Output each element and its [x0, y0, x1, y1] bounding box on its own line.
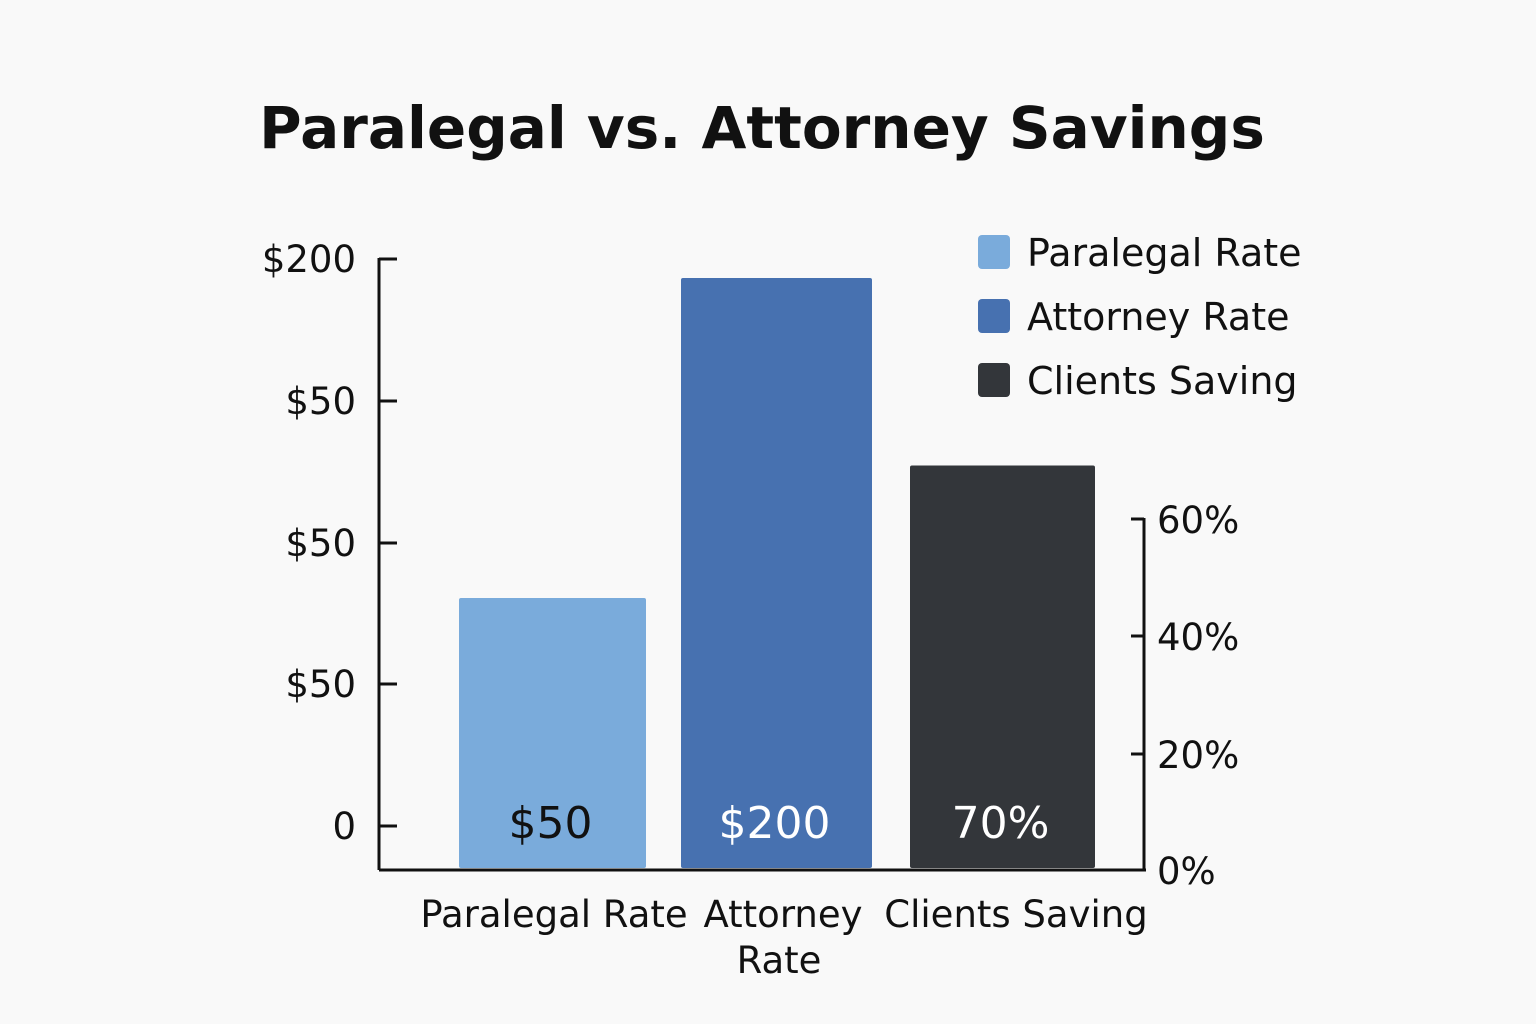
right-tick-label: 20%: [1157, 734, 1239, 777]
data-label-attorney-rate: $200: [719, 798, 831, 849]
legend-label: Clients Saving: [1027, 359, 1298, 403]
legend: Paralegal Rate Attorney Rate Clients Savin…: [978, 231, 1302, 403]
legend-item-paralegal-rate: Paralegal Rate: [978, 231, 1302, 275]
left-tick-label: $50: [285, 663, 356, 706]
bars: [459, 278, 1095, 868]
data-label-clients-saving: 70%: [952, 798, 1050, 849]
left-axis-ticks: 0 $50 $50 $50 $200: [262, 238, 397, 848]
right-tick-label: 0%: [1157, 850, 1216, 893]
chart-title: Paralegal vs. Attorney Savings: [259, 94, 1265, 162]
legend-item-attorney-rate: Attorney Rate: [978, 295, 1290, 339]
left-tick-label: $50: [285, 380, 356, 423]
legend-label: Attorney Rate: [1027, 295, 1290, 339]
legend-item-clients-saving: Clients Saving: [978, 359, 1298, 403]
legend-label: Paralegal Rate: [1027, 231, 1302, 275]
legend-swatch: [978, 299, 1010, 333]
data-labels: $50 $200 70%: [509, 798, 1050, 849]
legend-swatch: [978, 235, 1010, 269]
bar-paralegal-rate: [459, 598, 646, 868]
right-axis-ticks: 0% 20% 40% 60%: [1131, 499, 1239, 893]
bar-clients-saving: [910, 465, 1095, 868]
category-label: Clients Saving: [884, 893, 1147, 936]
left-tick-label: 0: [332, 805, 356, 848]
data-label-paralegal-rate: $50: [509, 798, 593, 849]
category-labels: Paralegal Rate Attorney Rate Clients Saving: [420, 893, 1147, 982]
category-label: Attorney Rate: [704, 893, 863, 982]
bar-attorney-rate: [681, 278, 872, 868]
legend-swatch: [978, 363, 1010, 397]
left-tick-label: $200: [262, 238, 356, 281]
right-tick-label: 60%: [1157, 499, 1239, 542]
right-tick-label: 40%: [1157, 616, 1239, 659]
category-label: Paralegal Rate: [420, 893, 687, 936]
left-tick-label: $50: [285, 522, 356, 565]
